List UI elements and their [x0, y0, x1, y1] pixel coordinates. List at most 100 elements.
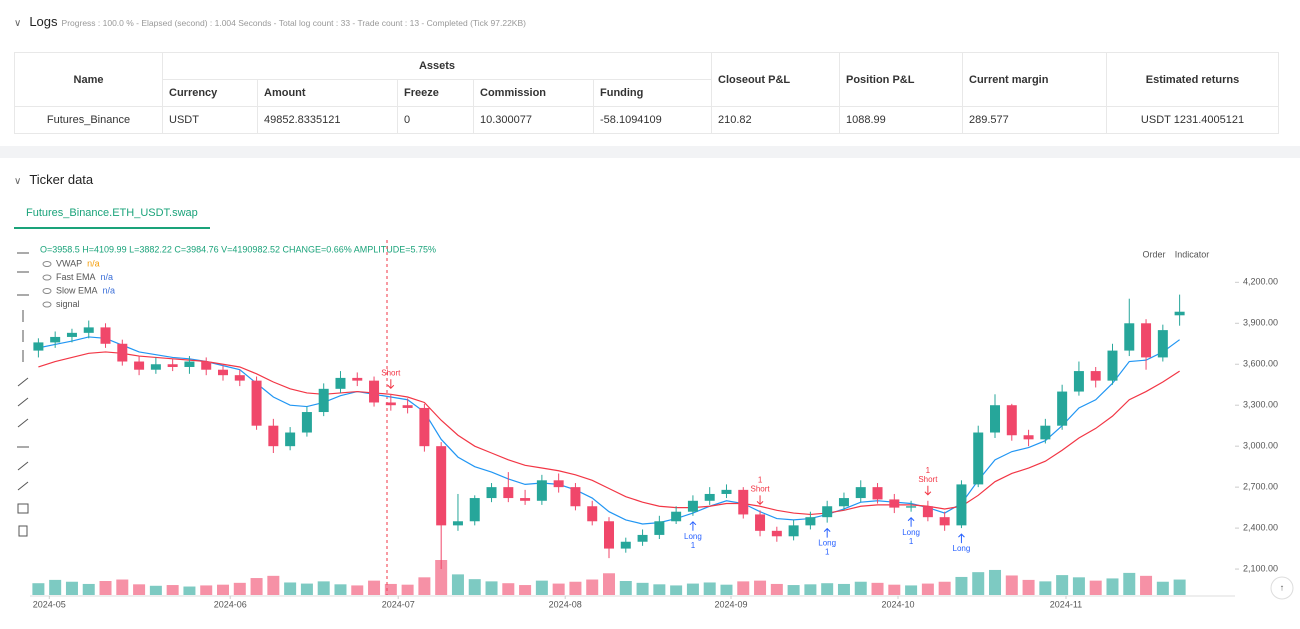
- volume-bar: [720, 584, 733, 595]
- order-button-label[interactable]: Order: [1142, 249, 1165, 259]
- volume-bar: [770, 583, 783, 595]
- candle-body: [587, 506, 598, 522]
- candle-body: [150, 364, 161, 370]
- candle-body: [687, 500, 698, 512]
- indicator-name: VWAP: [56, 258, 82, 268]
- volume-bar: [552, 583, 565, 595]
- volume-bar: [1089, 580, 1102, 595]
- candle-body: [1023, 435, 1034, 440]
- candle-body: [234, 375, 245, 381]
- candle-body: [889, 499, 900, 508]
- ohlc-status: O=3958.5 H=4109.99 L=3882.22 C=3984.76 V…: [40, 244, 436, 254]
- th: Freeze: [397, 79, 474, 107]
- candle-body: [318, 388, 329, 413]
- candle-body: [1174, 311, 1185, 316]
- indicator-value: n/a: [103, 285, 116, 295]
- order-button[interactable]: [1137, 246, 1171, 263]
- ticker-header[interactable]: ∨ Ticker data: [14, 172, 94, 187]
- volume-bar: [1039, 581, 1052, 595]
- signal-arrow: [689, 521, 697, 531]
- candle-body: [486, 487, 497, 499]
- signal-arrow: [958, 533, 965, 544]
- volume-bar: [905, 585, 918, 595]
- candle-body: [1057, 391, 1068, 426]
- volume-bar: [82, 583, 95, 595]
- volume-bar: [938, 581, 951, 595]
- scroll-top-button[interactable]: [1270, 576, 1294, 600]
- candle-body: [469, 498, 480, 522]
- volume-bar: [451, 574, 464, 595]
- candle-body: [570, 487, 581, 507]
- candle-body: [520, 498, 531, 501]
- indicator-button-label[interactable]: Indicator: [1175, 249, 1210, 259]
- volume-bar: [233, 582, 246, 595]
- candle-body: [973, 432, 984, 485]
- y-tick-label: 3,600.00: [1243, 359, 1278, 369]
- candle-body: [838, 498, 849, 507]
- volume-bar: [284, 582, 297, 595]
- candle-body: [1073, 371, 1084, 392]
- candle-body: [654, 521, 665, 535]
- signal-count: 1: [691, 541, 696, 550]
- candle-body: [872, 487, 883, 500]
- indicator-name: signal: [56, 299, 80, 309]
- volume-bar: [619, 581, 632, 595]
- candle-body: [1040, 425, 1051, 440]
- candle-body: [922, 506, 933, 518]
- candle-body: [184, 361, 195, 367]
- candle-body: [201, 361, 212, 370]
- candle-body: [285, 432, 296, 447]
- volume-bar: [1123, 572, 1136, 595]
- th: Position P&L: [839, 52, 963, 107]
- ticker-title: Ticker data: [29, 172, 94, 187]
- candle-body: [771, 530, 782, 537]
- candle-body: [352, 377, 363, 381]
- chart: Order Indicator O=3958.5 H=4109.99 L=388…: [17, 240, 1294, 609]
- volume-bar: [636, 582, 649, 595]
- volume-bar: [837, 583, 850, 595]
- y-tick-label: 2,400.00: [1243, 522, 1278, 532]
- volume-bar: [250, 578, 263, 595]
- volume-bar: [603, 573, 616, 595]
- candle-body: [100, 327, 111, 344]
- volume-bar: [569, 581, 582, 595]
- th: Currency: [162, 79, 258, 107]
- signal-arrow: [823, 527, 831, 538]
- cell: 0: [397, 106, 474, 134]
- volume-bar: [1056, 575, 1069, 595]
- volume-bar: [468, 579, 481, 595]
- x-tick-label: 2024-05: [33, 599, 66, 609]
- volume-bar: [670, 585, 683, 595]
- indicator-value: n/a: [101, 272, 114, 282]
- candle-body: [1157, 330, 1168, 358]
- candle-body: [1090, 371, 1101, 381]
- toolbar[interactable]: [17, 252, 29, 537]
- candle-body: [402, 405, 413, 408]
- candle-body: [167, 364, 178, 367]
- signal-label: Long: [902, 528, 920, 537]
- volume-bar: [351, 585, 364, 595]
- volume-bar: [1072, 577, 1085, 595]
- cell: USDT: [162, 106, 258, 134]
- candle-body: [134, 361, 145, 370]
- volume-bar: [116, 579, 129, 595]
- candle-body: [218, 369, 229, 376]
- scroll-top-icon[interactable]: ↑: [1280, 582, 1285, 592]
- candle-body: [822, 506, 833, 518]
- symbol-tab[interactable]: Futures_Binance.ETH_USDT.swap: [14, 203, 210, 229]
- volume-bar: [300, 583, 313, 595]
- volume-bar: [972, 572, 985, 595]
- volume-bar: [317, 581, 330, 595]
- th: Funding: [593, 79, 712, 107]
- volume-bar: [787, 585, 800, 595]
- logs-header[interactable]: ∨ Logs Progress : 100.0 % - Elapsed (secon…: [14, 14, 526, 29]
- cell: 289.577: [962, 106, 1107, 134]
- volume-bar: [737, 581, 750, 595]
- logs-panel: ∨ Logs Progress : 100.0 % - Elapsed (secon…: [0, 0, 1300, 146]
- cell: Futures_Binance: [14, 106, 163, 134]
- candle-body: [805, 517, 816, 526]
- assets-table: Name Assets Closeout P&L Position P&L Cu…: [14, 52, 1279, 134]
- signal-arrow: [756, 495, 764, 506]
- volume-bar: [1156, 581, 1169, 595]
